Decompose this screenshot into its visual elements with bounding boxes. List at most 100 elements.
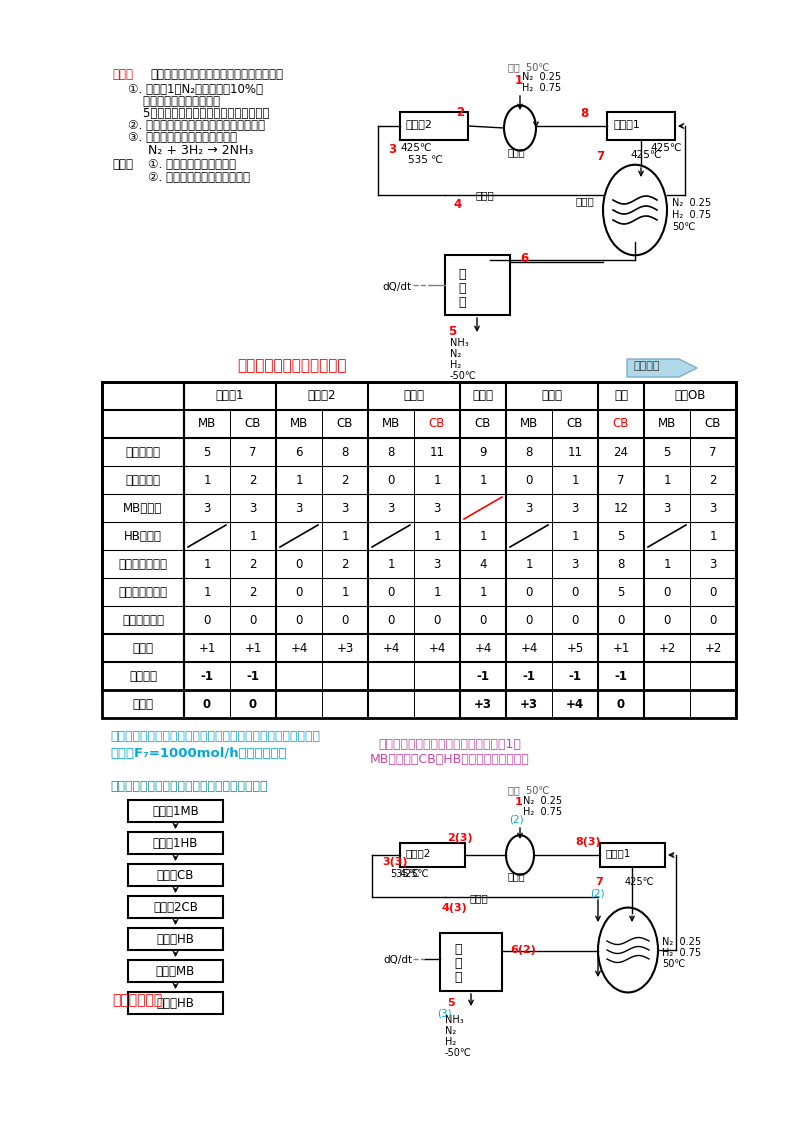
Text: N₂ + 3H₂ → 2NH₃: N₂ + 3H₂ → 2NH₃	[148, 144, 253, 157]
Text: N₂  0.25: N₂ 0.25	[522, 72, 561, 82]
Text: CB: CB	[475, 417, 491, 430]
Text: 0: 0	[617, 614, 625, 627]
Text: 0: 0	[249, 699, 257, 711]
Text: 显然是一个弹性设计，必须挑选一个流股的流量作为计算基准。: 显然是一个弹性设计，必须挑选一个流股的流量作为计算基准。	[110, 730, 320, 743]
Text: 0: 0	[295, 558, 303, 570]
Text: CB: CB	[337, 417, 353, 430]
Text: 8(3): 8(3)	[575, 837, 600, 847]
Text: 1: 1	[434, 474, 441, 487]
Text: NH₃: NH₃	[445, 1015, 464, 1025]
Text: 1: 1	[434, 586, 441, 599]
Text: 5: 5	[663, 446, 671, 459]
Bar	[400, 843, 465, 867]
Text: -1: -1	[476, 670, 489, 683]
Text: 0: 0	[387, 614, 395, 627]
Text: H₂: H₂	[450, 360, 461, 369]
Text: HB方程数: HB方程数	[124, 530, 162, 544]
Text: 3: 3	[709, 558, 717, 570]
Text: +1: +1	[245, 642, 262, 655]
Text: 0: 0	[387, 474, 395, 487]
Text: 0: 0	[203, 699, 211, 711]
Text: 反应器1MB: 反应器1MB	[152, 805, 198, 818]
Text: -50℃: -50℃	[445, 1048, 472, 1058]
Text: 5: 5	[617, 586, 625, 599]
Text: 3: 3	[341, 502, 349, 515]
Bar	[440, 933, 502, 990]
Bar	[445, 255, 510, 314]
Text: 分离器MB: 分离器MB	[156, 965, 195, 978]
Text: 回流程图: 回流程图	[633, 360, 660, 371]
Text: 0: 0	[572, 586, 579, 599]
Text: -50℃: -50℃	[450, 371, 477, 381]
Text: 计算基准: 计算基准	[129, 670, 157, 683]
Text: 2(3): 2(3)	[447, 833, 472, 843]
Text: 综上分析结果，得到一个完全求解的衡算序列：: 综上分析结果，得到一个完全求解的衡算序列：	[110, 780, 268, 793]
Text: (3): (3)	[437, 1008, 452, 1019]
Text: 7: 7	[249, 446, 256, 459]
Text: NH₃: NH₃	[450, 338, 468, 348]
Bar	[600, 843, 665, 867]
Text: 1: 1	[480, 530, 487, 544]
Text: 5号流股为液相外，其余均为气相流股；: 5号流股为液相外，其余均为气相流股；	[128, 107, 269, 120]
Text: 图中组成均为摩尔分率；: 图中组成均为摩尔分率；	[128, 95, 220, 108]
Text: 1: 1	[663, 474, 671, 487]
Text: 0: 0	[617, 699, 625, 711]
Text: 4: 4	[480, 558, 487, 570]
Text: 0: 0	[663, 614, 671, 627]
Text: 进料  50℃: 进料 50℃	[508, 785, 549, 795]
Text: 自由度: 自由度	[133, 642, 153, 655]
Text: 1: 1	[203, 474, 210, 487]
Text: 混合器: 混合器	[508, 871, 526, 882]
Text: 0: 0	[663, 586, 671, 599]
Text: 3(3): 3(3)	[382, 857, 407, 867]
Text: 分: 分	[458, 268, 465, 281]
Text: 0: 0	[526, 474, 533, 487]
Text: 反应器2: 反应器2	[308, 389, 336, 402]
Text: 分离器HB: 分离器HB	[156, 997, 195, 1010]
Text: -1: -1	[615, 670, 627, 683]
Text: dQ/dt: dQ/dt	[383, 955, 412, 965]
Text: H₂  0.75: H₂ 0.75	[522, 83, 561, 93]
Text: 1: 1	[663, 558, 671, 570]
Text: 1: 1	[515, 74, 523, 86]
Text: 反应器1: 反应器1	[613, 119, 640, 129]
Text: 3: 3	[249, 502, 256, 515]
Bar	[102, 382, 736, 690]
Text: 分离器: 分离器	[542, 389, 562, 402]
Text: H₂  0.75: H₂ 0.75	[662, 948, 701, 958]
Text: 换热器: 换热器	[575, 197, 594, 206]
Text: MB: MB	[520, 417, 538, 430]
Text: +5: +5	[566, 642, 584, 655]
Text: 自由度: 自由度	[133, 699, 153, 711]
Text: +4: +4	[474, 642, 491, 655]
Text: 3: 3	[387, 502, 395, 515]
Bar	[128, 864, 223, 886]
Text: 流股变量数: 流股变量数	[125, 446, 160, 459]
Text: CB: CB	[613, 417, 629, 430]
Text: 7: 7	[596, 150, 604, 163]
Text: MB: MB	[198, 417, 216, 430]
Text: +1: +1	[612, 642, 630, 655]
Text: -1: -1	[522, 670, 535, 683]
Text: 3: 3	[434, 502, 441, 515]
Text: 0: 0	[387, 586, 395, 599]
Text: MB: MB	[382, 417, 400, 430]
Text: CB: CB	[567, 417, 583, 430]
Text: +3: +3	[520, 699, 538, 711]
Text: 离: 离	[458, 282, 465, 295]
Text: 12: 12	[614, 502, 629, 515]
Text: -1: -1	[569, 670, 581, 683]
Text: 3: 3	[572, 502, 579, 515]
Text: N₂  0.25: N₂ 0.25	[523, 796, 562, 806]
Bar	[128, 800, 223, 822]
Text: 425℃: 425℃	[630, 150, 661, 159]
Text: dQ/dt: dQ/dt	[382, 282, 411, 292]
Text: 换热器: 换热器	[470, 893, 489, 903]
Text: 1: 1	[709, 530, 717, 544]
Text: 0: 0	[709, 586, 717, 599]
Text: CB: CB	[245, 417, 261, 430]
Text: H₂  0.75: H₂ 0.75	[672, 210, 711, 220]
Text: 1: 1	[295, 474, 303, 487]
Text: N₂: N₂	[450, 349, 461, 359]
Text: 已知附加式数: 已知附加式数	[122, 614, 164, 627]
